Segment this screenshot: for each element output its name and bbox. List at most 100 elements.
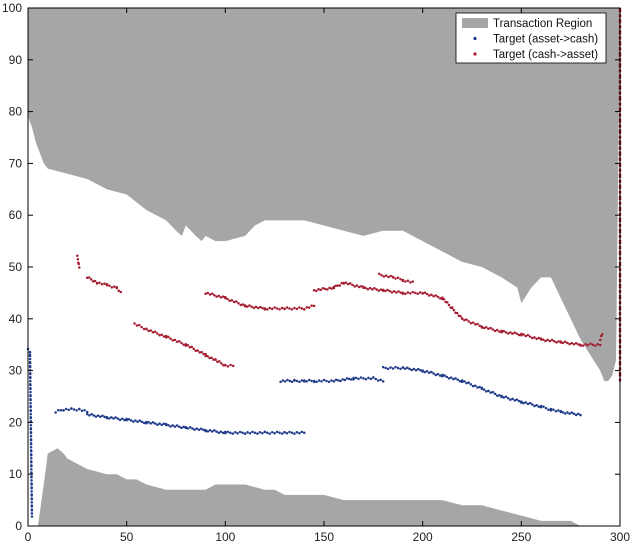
data-point <box>312 289 316 292</box>
data-point <box>399 291 402 294</box>
data-point <box>300 307 304 310</box>
data-point <box>259 305 262 309</box>
data-point <box>451 306 454 309</box>
data-point <box>127 417 131 421</box>
data-point <box>388 289 392 293</box>
data-point <box>64 407 68 411</box>
data-point <box>381 365 385 369</box>
data-point <box>62 409 65 412</box>
data-point <box>243 304 247 307</box>
data-point <box>283 380 287 383</box>
data-point <box>278 308 281 311</box>
data-point <box>293 378 296 382</box>
data-point <box>182 343 185 346</box>
data-point <box>362 285 365 289</box>
data-point <box>452 308 456 312</box>
data-point <box>344 281 348 284</box>
data-point <box>325 379 328 383</box>
data-point <box>574 341 578 345</box>
data-point <box>336 284 340 287</box>
data-point <box>175 424 179 427</box>
data-point <box>115 286 119 289</box>
data-point <box>231 432 234 435</box>
data-point <box>142 421 146 425</box>
data-point <box>85 276 89 280</box>
transaction-region-upper <box>28 8 620 381</box>
data-point <box>248 304 251 307</box>
data-point <box>334 284 338 288</box>
data-point <box>278 431 281 435</box>
data-point <box>542 338 545 342</box>
data-point <box>153 422 157 425</box>
data-point <box>192 347 196 351</box>
data-point <box>131 420 135 423</box>
data-point <box>511 397 514 401</box>
data-point <box>509 331 512 334</box>
data-point <box>295 307 299 311</box>
data-point <box>173 338 177 342</box>
data-point <box>380 273 383 277</box>
data-point <box>233 431 237 434</box>
data-point <box>202 428 205 432</box>
data-point <box>184 344 188 347</box>
data-point <box>173 425 177 428</box>
data-point <box>391 275 395 279</box>
data-point <box>480 325 484 328</box>
data-point <box>224 431 227 435</box>
y-tick-label: 90 <box>9 53 23 67</box>
data-point <box>504 395 508 398</box>
data-point <box>432 372 435 375</box>
data-point <box>180 426 183 430</box>
data-point <box>554 409 558 413</box>
data-point <box>552 408 555 411</box>
data-point <box>169 425 172 428</box>
data-point <box>539 337 543 340</box>
data-point <box>273 431 276 435</box>
data-point <box>574 413 578 417</box>
data-point <box>379 288 383 291</box>
data-point <box>498 393 501 397</box>
y-tick-label: 80 <box>9 105 23 119</box>
data-point <box>93 279 97 283</box>
data-point <box>495 328 499 332</box>
data-point <box>204 354 207 358</box>
data-point <box>442 298 446 301</box>
data-point <box>206 354 209 358</box>
data-point <box>218 360 221 363</box>
data-point <box>29 387 32 391</box>
data-point <box>404 292 407 296</box>
data-point <box>204 428 207 432</box>
data-point <box>78 407 81 411</box>
data-point <box>224 364 227 367</box>
y-tick-label: 0 <box>15 519 22 533</box>
data-point <box>549 409 553 412</box>
data-point <box>425 292 429 296</box>
data-point <box>443 374 446 377</box>
data-point <box>29 401 32 405</box>
data-point <box>600 333 604 336</box>
data-point <box>298 431 301 435</box>
data-point <box>222 364 225 367</box>
data-point <box>94 415 98 418</box>
data-point <box>366 287 370 291</box>
data-point <box>29 376 32 380</box>
data-point <box>535 404 538 407</box>
data-point <box>116 417 120 420</box>
data-point <box>377 289 381 292</box>
data-point <box>67 408 71 412</box>
data-point <box>416 292 419 296</box>
y-tick-label: 70 <box>9 156 23 170</box>
data-point <box>29 438 33 442</box>
data-point <box>438 297 442 300</box>
data-point <box>594 344 597 347</box>
data-point <box>105 282 109 286</box>
data-point <box>30 457 33 460</box>
data-point <box>210 430 214 433</box>
data-point <box>158 422 161 425</box>
data-point <box>399 278 402 281</box>
data-point <box>189 426 192 429</box>
data-point <box>340 281 344 285</box>
data-point <box>135 324 139 327</box>
data-point <box>357 285 361 289</box>
data-point <box>28 357 32 361</box>
